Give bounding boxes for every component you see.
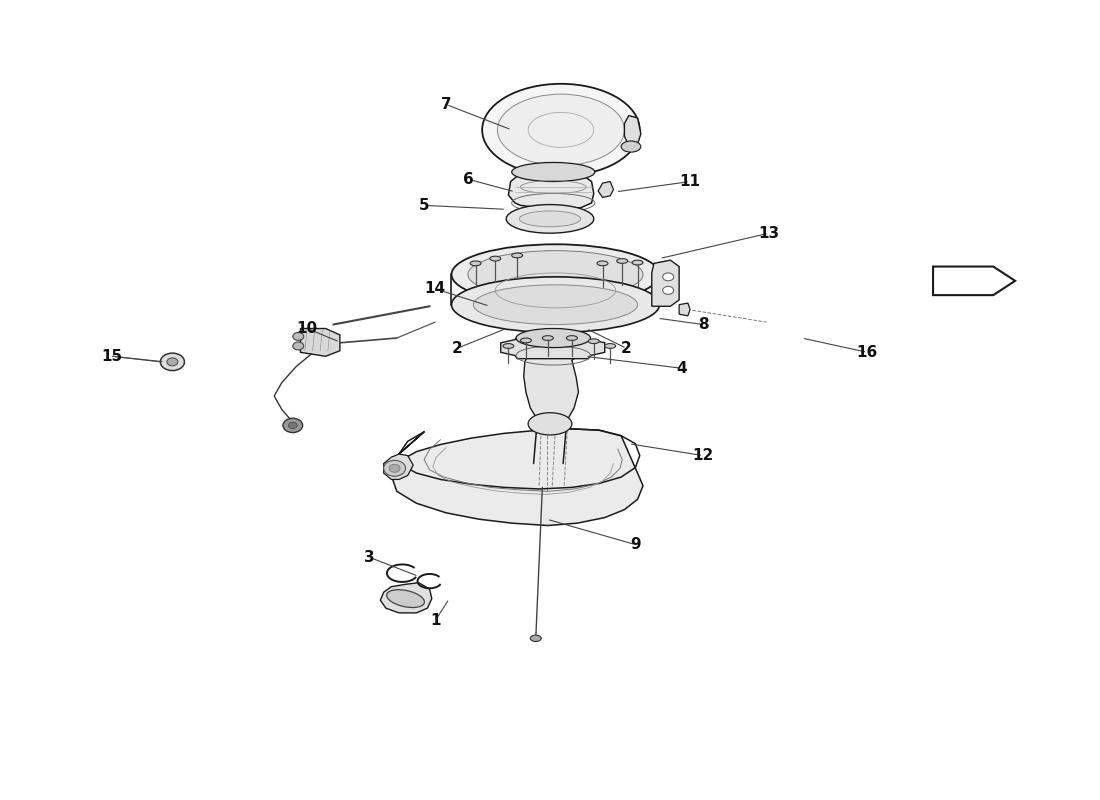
Ellipse shape — [503, 343, 514, 348]
Text: 9: 9 — [630, 537, 640, 552]
Ellipse shape — [512, 253, 522, 258]
Text: 5: 5 — [419, 198, 429, 213]
Polygon shape — [500, 337, 605, 358]
Ellipse shape — [482, 84, 640, 176]
Ellipse shape — [530, 635, 541, 642]
Text: 2: 2 — [621, 341, 632, 356]
Polygon shape — [381, 582, 432, 613]
Ellipse shape — [497, 94, 625, 166]
Polygon shape — [679, 303, 690, 316]
Circle shape — [293, 333, 304, 341]
Polygon shape — [652, 260, 679, 306]
Text: 16: 16 — [857, 345, 878, 360]
Polygon shape — [384, 454, 414, 479]
Text: 8: 8 — [697, 317, 708, 332]
Ellipse shape — [519, 211, 581, 227]
Circle shape — [283, 418, 302, 433]
Text: 7: 7 — [441, 97, 451, 112]
Ellipse shape — [470, 261, 481, 266]
Text: 3: 3 — [364, 550, 375, 565]
Circle shape — [662, 286, 673, 294]
Circle shape — [389, 464, 400, 472]
Polygon shape — [933, 266, 1015, 295]
Circle shape — [288, 422, 297, 429]
Ellipse shape — [617, 258, 628, 263]
Ellipse shape — [632, 260, 644, 265]
Text: 2: 2 — [452, 341, 462, 356]
Text: 10: 10 — [297, 321, 318, 336]
Text: 6: 6 — [462, 172, 473, 186]
Ellipse shape — [621, 141, 641, 152]
Ellipse shape — [490, 256, 500, 261]
Ellipse shape — [512, 162, 595, 182]
Circle shape — [384, 460, 406, 476]
Circle shape — [167, 358, 178, 366]
Polygon shape — [598, 182, 614, 198]
Ellipse shape — [473, 285, 638, 325]
Ellipse shape — [451, 277, 659, 333]
Ellipse shape — [386, 590, 425, 607]
Polygon shape — [300, 329, 340, 356]
Ellipse shape — [520, 338, 531, 342]
Ellipse shape — [566, 336, 578, 341]
Polygon shape — [625, 115, 641, 146]
Ellipse shape — [588, 339, 600, 343]
Circle shape — [293, 342, 304, 350]
Polygon shape — [524, 354, 579, 426]
Ellipse shape — [516, 329, 591, 347]
Text: 11: 11 — [680, 174, 701, 189]
Circle shape — [161, 353, 185, 370]
Ellipse shape — [451, 244, 659, 305]
Ellipse shape — [597, 261, 608, 266]
Text: 14: 14 — [425, 282, 446, 296]
Ellipse shape — [542, 336, 553, 341]
Circle shape — [662, 273, 673, 281]
Polygon shape — [508, 170, 594, 210]
Text: 12: 12 — [693, 448, 714, 463]
Ellipse shape — [468, 250, 644, 298]
Ellipse shape — [605, 343, 616, 348]
Ellipse shape — [528, 413, 572, 435]
Text: 4: 4 — [676, 361, 686, 376]
Ellipse shape — [506, 205, 594, 233]
Text: 13: 13 — [758, 226, 780, 241]
Text: 15: 15 — [101, 349, 123, 364]
Polygon shape — [392, 429, 644, 526]
Text: 1: 1 — [430, 614, 440, 628]
